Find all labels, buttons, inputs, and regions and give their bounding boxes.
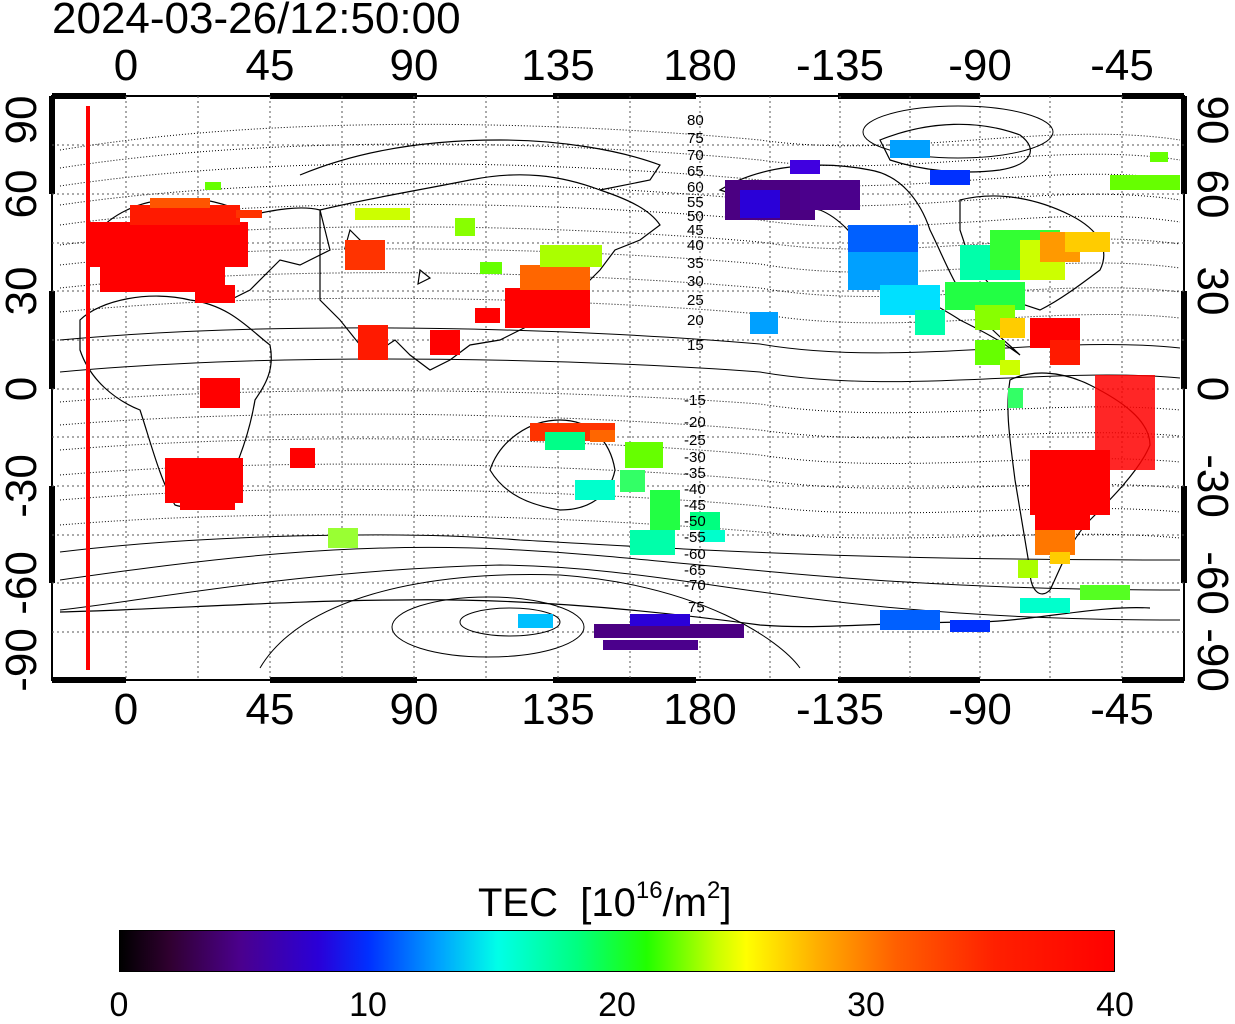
colorbar-tick: 10 xyxy=(349,986,387,1024)
contour-label-north: 60 xyxy=(687,179,704,196)
contour-label-north: 20 xyxy=(687,312,704,329)
contour-label-south: -50 xyxy=(684,513,706,530)
lon-tick-bottom: 135 xyxy=(521,685,595,734)
lon-tick-bottom: 0 xyxy=(113,685,139,734)
contour-label-north: 30 xyxy=(687,273,704,290)
contour-label-north: 70 xyxy=(687,147,704,164)
contour-label-north: 25 xyxy=(687,292,704,309)
contour-label-south: -35 xyxy=(684,465,706,482)
lat-tick-left: 90 xyxy=(0,95,46,145)
lon-tick-bottom: -45 xyxy=(1090,685,1154,734)
contour-label-south: -55 xyxy=(684,529,706,546)
lat-tick-right: 0 xyxy=(1188,376,1235,402)
colorbar-unit-mid: /m xyxy=(662,881,707,925)
contour-label-south: -25 xyxy=(684,432,706,449)
colorbar-unit-exponent: 16 xyxy=(635,877,663,904)
colorbar xyxy=(119,930,1115,972)
lon-tick-bottom: 180 xyxy=(663,685,737,734)
contour-labels-south: -15 -20 -25 -30 -35 -40 -45 -50 -55 -60 … xyxy=(684,392,706,616)
contour-label-south: -15 xyxy=(684,392,706,409)
lon-tick-top: 180 xyxy=(663,41,737,90)
contour-label-north: 15 xyxy=(687,337,704,354)
colorbar-variable: TEC xyxy=(478,881,558,925)
tec-observations xyxy=(90,140,1180,650)
colorbar-tick: 40 xyxy=(1096,986,1134,1024)
tec-patch-north-pacific xyxy=(725,160,860,334)
contour-label-south: -65 xyxy=(684,562,706,579)
colorbar-unit-exponent-2: 2 xyxy=(706,877,721,904)
contour-label-south: 75 xyxy=(688,599,705,616)
lat-tick-right: 90 xyxy=(1188,95,1235,145)
tec-patch-asia xyxy=(345,208,500,360)
contour-label-north: 40 xyxy=(687,237,704,254)
colorbar-unit-end: ] xyxy=(720,881,732,925)
contour-label-south: -30 xyxy=(684,449,706,466)
contour-label-north: 50 xyxy=(687,208,704,225)
lat-tick-right: -60 xyxy=(1188,551,1235,615)
lat-tick-left: 30 xyxy=(0,266,46,316)
lat-tick-left: -60 xyxy=(0,551,46,615)
lon-tick-bottom: 90 xyxy=(389,685,439,734)
lat-tick-right: 30 xyxy=(1188,266,1235,316)
lon-tick-top: 135 xyxy=(521,41,595,90)
contour-label-north: 75 xyxy=(687,130,704,147)
lat-tick-left: 0 xyxy=(0,376,46,402)
contour-label-south: -45 xyxy=(684,497,706,514)
contour-label-south: -40 xyxy=(684,481,706,498)
lon-tick-bottom: -90 xyxy=(948,685,1012,734)
contour-label-north: 80 xyxy=(687,112,704,129)
lat-tick-right: -30 xyxy=(1188,454,1235,518)
colorbar-tick: 0 xyxy=(109,986,129,1024)
lat-tick-left: -30 xyxy=(0,454,46,518)
contour-label-south: -20 xyxy=(684,414,706,431)
tec-patch-africa xyxy=(165,378,358,548)
colorbar-title: TEC [1016/m2] xyxy=(478,868,731,926)
contour-label-south: -60 xyxy=(684,546,706,563)
colorbar-tick: 30 xyxy=(847,986,885,1024)
tec-patch-south-america xyxy=(1018,375,1155,613)
tec-patch-pacific-south xyxy=(518,610,990,650)
map-timestamp-title: 2024-03-26/12:50:00 xyxy=(52,0,461,43)
lon-tick-bottom: -135 xyxy=(795,685,885,734)
tec-patch-north-america xyxy=(848,140,1180,408)
lon-tick-top: -90 xyxy=(948,41,1012,90)
tec-patch-europe xyxy=(90,182,262,303)
tec-patch-japan xyxy=(480,245,602,328)
contour-label-north: 55 xyxy=(687,194,704,211)
contour-label-south: -70 xyxy=(684,577,706,594)
contour-label-north: 65 xyxy=(687,163,704,180)
contour-label-north: 35 xyxy=(687,255,704,272)
contour-labels-north: 80 75 70 65 60 55 50 45 40 35 30 25 20 1… xyxy=(687,112,704,354)
lat-tick-left: 60 xyxy=(0,169,46,219)
lat-tick-left: -90 xyxy=(0,628,46,692)
lon-tick-top: -135 xyxy=(795,41,885,90)
lon-tick-bottom: 45 xyxy=(245,685,295,734)
lon-tick-top: -45 xyxy=(1090,41,1154,90)
contour-label-north: 45 xyxy=(687,222,704,239)
lon-tick-top: 0 xyxy=(113,41,139,90)
colorbar-tick: 20 xyxy=(598,986,636,1024)
lat-tick-right: 60 xyxy=(1188,169,1235,219)
lat-tick-right: -90 xyxy=(1188,628,1235,692)
colorbar-unit-base: [10 xyxy=(580,881,636,925)
tec-patch-australia xyxy=(530,423,725,555)
lon-tick-top: 90 xyxy=(389,41,439,90)
lon-tick-top: 45 xyxy=(245,41,295,90)
